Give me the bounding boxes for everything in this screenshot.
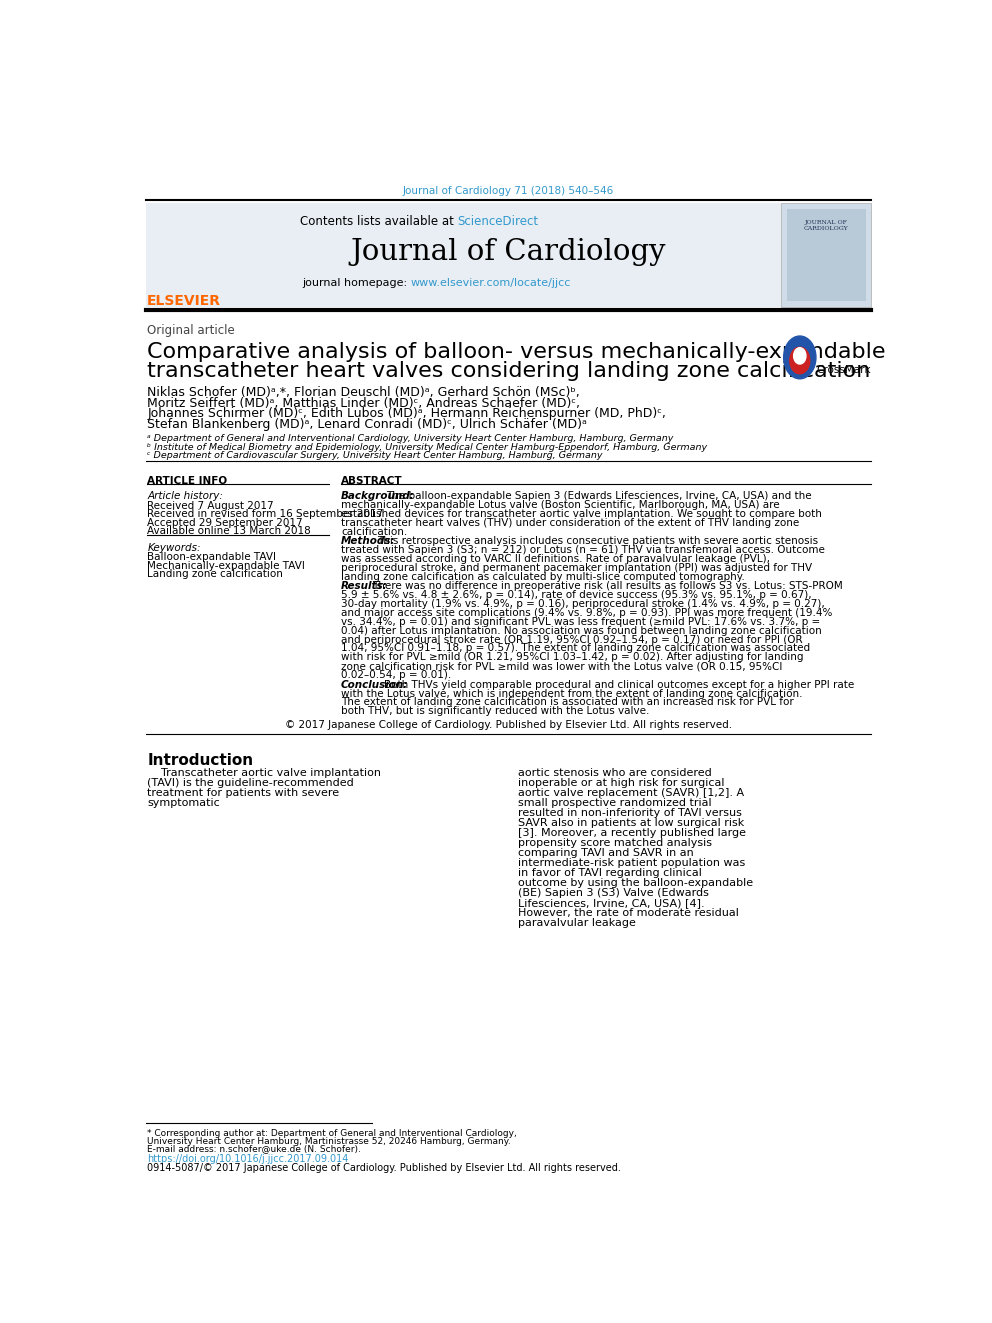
Text: Methods:: Methods: bbox=[341, 536, 396, 546]
Text: and major access site complications (9.4% vs. 9.8%, p = 0.93). PPI was more freq: and major access site complications (9.4… bbox=[341, 609, 832, 618]
Bar bbox=[787, 209, 866, 302]
Text: Background:: Background: bbox=[341, 491, 415, 501]
Text: Article history:: Article history: bbox=[147, 491, 223, 501]
Text: ᵇ Institute of Medical Biometry and Epidemiology, University Medical Center Hamb: ᵇ Institute of Medical Biometry and Epid… bbox=[147, 443, 707, 452]
Text: Received 7 August 2017: Received 7 August 2017 bbox=[147, 500, 274, 511]
Text: aortic valve replacement (SAVR) [1,2]. A: aortic valve replacement (SAVR) [1,2]. A bbox=[518, 789, 744, 798]
Text: ᵃ Department of General and Interventional Cardiology, University Heart Center H: ᵃ Department of General and Intervention… bbox=[147, 434, 674, 443]
Text: Mechanically-expandable TAVI: Mechanically-expandable TAVI bbox=[147, 561, 306, 570]
Text: University Heart Center Hamburg, Martinistrasse 52, 20246 Hamburg, Germany.: University Heart Center Hamburg, Martini… bbox=[147, 1136, 511, 1146]
Bar bbox=[782, 204, 871, 307]
Text: https://doi.org/10.1016/j.jjcc.2017.09.014: https://doi.org/10.1016/j.jjcc.2017.09.0… bbox=[147, 1154, 348, 1164]
Text: Keywords:: Keywords: bbox=[147, 542, 200, 553]
Text: 1.04, 95%CI 0.91–1.18, p = 0.57). The extent of landing zone calcification was a: 1.04, 95%CI 0.91–1.18, p = 0.57). The ex… bbox=[341, 643, 810, 654]
Text: The balloon-expandable Sapien 3 (Edwards Lifesciences, Irvine, CA, USA) and the: The balloon-expandable Sapien 3 (Edwards… bbox=[386, 491, 811, 501]
Circle shape bbox=[794, 348, 806, 364]
Text: Johannes Schirmer (MD)ᶜ, Edith Lubos (MD)ᵃ, Hermann Reichenspurner (MD, PhD)ᶜ,: Johannes Schirmer (MD)ᶜ, Edith Lubos (MD… bbox=[147, 407, 666, 421]
Text: zone calcification risk for PVL ≥mild was lower with the Lotus valve (OR 0.15, 9: zone calcification risk for PVL ≥mild wa… bbox=[341, 662, 783, 671]
Text: Transcatheter aortic valve implantation: Transcatheter aortic valve implantation bbox=[147, 769, 381, 778]
Text: Contents lists available at: Contents lists available at bbox=[300, 214, 457, 228]
Text: Journal of Cardiology 71 (2018) 540–546: Journal of Cardiology 71 (2018) 540–546 bbox=[403, 187, 614, 197]
Text: This retrospective analysis includes consecutive patients with severe aortic ste: This retrospective analysis includes con… bbox=[377, 536, 818, 546]
Text: Results:: Results: bbox=[341, 582, 388, 591]
Text: Moritz Seiffert (MD)ᵃ, Matthias Linder (MD)ᶜ, Andreas Schaefer (MD)ᶜ,: Moritz Seiffert (MD)ᵃ, Matthias Linder (… bbox=[147, 397, 580, 410]
Text: ABSTRACT: ABSTRACT bbox=[341, 476, 403, 486]
Text: mechanically-expandable Lotus valve (Boston Scientific, Marlborough, MA, USA) ar: mechanically-expandable Lotus valve (Bos… bbox=[341, 500, 780, 511]
Text: Stefan Blankenberg (MD)ᵃ, Lenard Conradi (MD)ᶜ, Ulrich Schäfer (MD)ᵃ: Stefan Blankenberg (MD)ᵃ, Lenard Conradi… bbox=[147, 418, 587, 431]
Text: (BE) Sapien 3 (S3) Valve (Edwards: (BE) Sapien 3 (S3) Valve (Edwards bbox=[518, 888, 708, 898]
Text: There was no difference in preoperative risk (all results as follows S3 vs. Lotu: There was no difference in preoperative … bbox=[372, 582, 843, 591]
Text: Original article: Original article bbox=[147, 324, 235, 337]
Text: transcatheter heart valves (THV) under consideration of the extent of THV landin: transcatheter heart valves (THV) under c… bbox=[341, 519, 800, 528]
Text: outcome by using the balloon-expandable: outcome by using the balloon-expandable bbox=[518, 878, 753, 888]
Text: journal homepage:: journal homepage: bbox=[303, 278, 411, 288]
Text: periprocedural stroke, and permanent pacemaker implantation (PPI) was adjusted f: periprocedural stroke, and permanent pac… bbox=[341, 564, 812, 573]
Text: Journal of Cardiology: Journal of Cardiology bbox=[350, 238, 667, 266]
Circle shape bbox=[790, 347, 809, 373]
Text: 0.04) after Lotus implantation. No association was found between landing zone ca: 0.04) after Lotus implantation. No assoc… bbox=[341, 626, 821, 636]
Text: in favor of TAVI regarding clinical: in favor of TAVI regarding clinical bbox=[518, 868, 701, 878]
Circle shape bbox=[784, 336, 816, 378]
Text: 30-day mortality (1.9% vs. 4.9%, p = 0.16), periprocedural stroke (1.4% vs. 4.9%: 30-day mortality (1.9% vs. 4.9%, p = 0.1… bbox=[341, 599, 824, 609]
Text: paravalvular leakage: paravalvular leakage bbox=[518, 918, 636, 929]
Text: propensity score matched analysis: propensity score matched analysis bbox=[518, 839, 711, 848]
Text: www.elsevier.com/locate/jjcc: www.elsevier.com/locate/jjcc bbox=[411, 278, 571, 288]
Text: treated with Sapien 3 (S3; n = 212) or Lotus (n = 61) THV via transfemoral acces: treated with Sapien 3 (S3; n = 212) or L… bbox=[341, 545, 825, 556]
Text: 0914-5087/© 2017 Japanese College of Cardiology. Published by Elsevier Ltd. All : 0914-5087/© 2017 Japanese College of Car… bbox=[147, 1163, 621, 1174]
Text: with the Lotus valve, which is independent from the extent of landing zone calci: with the Lotus valve, which is independe… bbox=[341, 688, 803, 699]
Text: Accepted 29 September 2017: Accepted 29 September 2017 bbox=[147, 517, 303, 528]
Text: Introduction: Introduction bbox=[147, 753, 253, 767]
Text: ScienceDirect: ScienceDirect bbox=[457, 214, 539, 228]
Text: [3]. Moreover, a recently published large: [3]. Moreover, a recently published larg… bbox=[518, 828, 746, 839]
Bar bbox=[146, 204, 782, 307]
Text: established devices for transcatheter aortic valve implantation. We sought to co: established devices for transcatheter ao… bbox=[341, 509, 822, 519]
Text: SAVR also in patients at low surgical risk: SAVR also in patients at low surgical ri… bbox=[518, 818, 744, 828]
Text: Lifesciences, Irvine, CA, USA) [4].: Lifesciences, Irvine, CA, USA) [4]. bbox=[518, 898, 704, 909]
Text: Landing zone calcification: Landing zone calcification bbox=[147, 569, 283, 579]
Text: with risk for PVL ≥mild (OR 1.21, 95%CI 1.03–1.42, p = 0.02). After adjusting fo: with risk for PVL ≥mild (OR 1.21, 95%CI … bbox=[341, 652, 804, 663]
Text: landing zone calcification as calculated by multi-slice computed tomography.: landing zone calcification as calculated… bbox=[341, 572, 745, 582]
Text: E-mail address: n.schofer@uke.de (N. Schofer).: E-mail address: n.schofer@uke.de (N. Sch… bbox=[147, 1144, 361, 1154]
Text: small prospective randomized trial: small prospective randomized trial bbox=[518, 798, 711, 808]
Text: © 2017 Japanese College of Cardiology. Published by Elsevier Ltd. All rights res: © 2017 Japanese College of Cardiology. P… bbox=[285, 720, 732, 730]
Text: (TAVI) is the guideline-recommended: (TAVI) is the guideline-recommended bbox=[147, 778, 354, 789]
Text: both THV, but is significantly reduced with the Lotus valve.: both THV, but is significantly reduced w… bbox=[341, 706, 650, 716]
Text: comparing TAVI and SAVR in an: comparing TAVI and SAVR in an bbox=[518, 848, 693, 859]
Text: Balloon-expandable TAVI: Balloon-expandable TAVI bbox=[147, 552, 276, 562]
Text: ELSEVIER: ELSEVIER bbox=[147, 294, 221, 307]
Text: resulted in non-inferiority of TAVI versus: resulted in non-inferiority of TAVI vers… bbox=[518, 808, 742, 818]
Text: calcification.: calcification. bbox=[341, 527, 408, 537]
Text: 5.9 ± 5.6% vs. 4.8 ± 2.6%, p = 0.14), rate of device success (95.3% vs. 95.1%, p: 5.9 ± 5.6% vs. 4.8 ± 2.6%, p = 0.14), ra… bbox=[341, 590, 811, 601]
Text: JOURNAL OF
CARDIOLOGY: JOURNAL OF CARDIOLOGY bbox=[804, 221, 848, 232]
Text: Niklas Schofer (MD)ᵃ,*, Florian Deuschl (MD)ᵃ, Gerhard Schön (MSc)ᵇ,: Niklas Schofer (MD)ᵃ,*, Florian Deuschl … bbox=[147, 386, 580, 400]
Text: symptomatic: symptomatic bbox=[147, 798, 220, 808]
Text: vs. 34.4%, p = 0.01) and significant PVL was less frequent (≥mild PVL: 17.6% vs.: vs. 34.4%, p = 0.01) and significant PVL… bbox=[341, 617, 820, 627]
Text: ARTICLE INFO: ARTICLE INFO bbox=[147, 476, 227, 486]
Text: Comparative analysis of balloon- versus mechanically-expandable: Comparative analysis of balloon- versus … bbox=[147, 343, 886, 363]
Text: treatment for patients with severe: treatment for patients with severe bbox=[147, 789, 339, 798]
Text: Both THVs yield comparable procedural and clinical outcomes except for a higher : Both THVs yield comparable procedural an… bbox=[384, 680, 855, 689]
Text: and periprocedural stroke rate (OR 1.19, 95%CI 0.92–1.54, p = 0.17) or need for : and periprocedural stroke rate (OR 1.19,… bbox=[341, 635, 803, 644]
Text: inoperable or at high risk for surgical: inoperable or at high risk for surgical bbox=[518, 778, 724, 789]
Text: transcatheter heart valves considering landing zone calcification: transcatheter heart valves considering l… bbox=[147, 361, 871, 381]
Text: However, the rate of moderate residual: However, the rate of moderate residual bbox=[518, 909, 739, 918]
Text: was assessed according to VARC II definitions. Rate of paravalvular leakage (PVL: was assessed according to VARC II defini… bbox=[341, 554, 770, 564]
Text: intermediate-risk patient population was: intermediate-risk patient population was bbox=[518, 859, 745, 868]
Text: CrossMark: CrossMark bbox=[816, 365, 871, 376]
Text: Available online 13 March 2018: Available online 13 March 2018 bbox=[147, 527, 311, 536]
Text: 0.02–0.54, p = 0.01).: 0.02–0.54, p = 0.01). bbox=[341, 669, 451, 680]
Text: Received in revised form 16 September 2017: Received in revised form 16 September 20… bbox=[147, 509, 384, 519]
Text: The extent of landing zone calcification is associated with an increased risk fo: The extent of landing zone calcification… bbox=[341, 697, 794, 708]
Text: Conclusion:: Conclusion: bbox=[341, 680, 409, 689]
Text: ᶜ Department of Cardiovascular Surgery, University Heart Center Hamburg, Hamburg: ᶜ Department of Cardiovascular Surgery, … bbox=[147, 451, 603, 460]
Text: aortic stenosis who are considered: aortic stenosis who are considered bbox=[518, 769, 711, 778]
Text: * Corresponding author at: Department of General and Interventional Cardiology,: * Corresponding author at: Department of… bbox=[147, 1129, 517, 1138]
